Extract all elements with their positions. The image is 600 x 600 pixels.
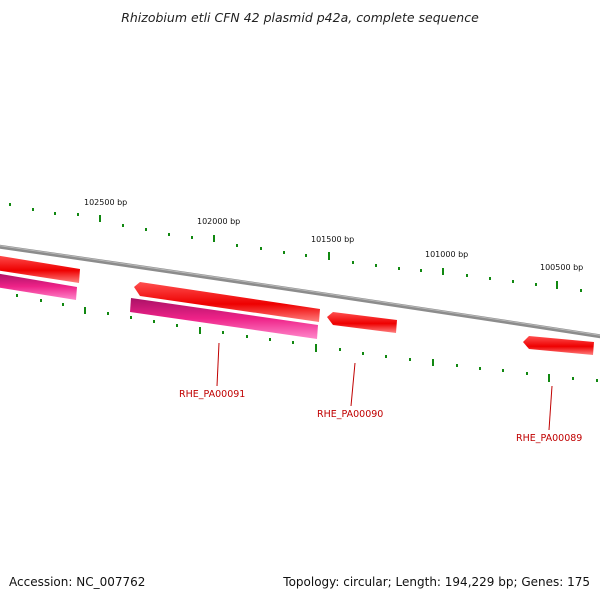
ruler-tick [466, 274, 468, 277]
ruler-tick [375, 264, 377, 267]
inner-ruler-tick [40, 299, 42, 302]
gene-feature-left[interactable] [0, 273, 77, 300]
inner-ruler-tick-major [432, 359, 434, 366]
ruler-tick-major [442, 268, 444, 275]
gene-label-rhe-pa00089[interactable]: RHE_PA00089 [516, 433, 582, 444]
ruler-label-101500: 101500 bp [311, 235, 354, 244]
sequence-stats-text: Topology: circular; Length: 194,229 bp; … [283, 575, 590, 589]
ruler-tick [9, 203, 11, 206]
ruler-label-100500: 100500 bp [540, 263, 583, 272]
inner-ruler-tick-major [315, 344, 317, 352]
inner-ruler-tick [222, 331, 224, 334]
ruler-tick [260, 247, 262, 250]
inner-ruler-tick [339, 348, 341, 351]
gene-label-rhe-pa00091[interactable]: RHE_PA00091 [179, 389, 245, 400]
cds-feature-rhe-pa00090[interactable] [327, 312, 397, 333]
inner-ruler-tick [246, 335, 248, 338]
cds-feature-rhe-pa00089[interactable] [523, 336, 594, 355]
ruler-tick [191, 236, 193, 239]
ruler-label-102500: 102500 bp [84, 198, 127, 207]
inner-ruler-tick-major [548, 374, 550, 382]
ruler-tick [145, 228, 147, 231]
ruler-tick [283, 251, 285, 254]
ruler-tick-major [328, 252, 330, 260]
inner-ruler-tick [526, 372, 528, 375]
inner-ruler-tick [409, 358, 411, 361]
ruler-tick [168, 233, 170, 236]
gene-label-rhe-pa00090[interactable]: RHE_PA00090 [317, 409, 383, 420]
inner-ruler-tick [107, 312, 109, 315]
ruler-tick [352, 261, 354, 264]
ruler-tick-major [556, 281, 558, 289]
leader-line-rhe-pa00091 [216, 342, 220, 387]
inner-ruler-tick [479, 367, 481, 370]
leader-line-rhe-pa00090 [350, 362, 356, 407]
ruler-label-102000: 102000 bp [197, 217, 240, 226]
leader-line-rhe-pa00089 [548, 385, 553, 431]
ruler-tick [305, 254, 307, 257]
inner-ruler-tick [456, 364, 458, 367]
inner-ruler-tick [153, 320, 155, 323]
inner-ruler-tick [572, 377, 574, 380]
inner-ruler-tick [362, 352, 364, 355]
ruler-tick [512, 280, 514, 283]
gene-feature-rhe-pa00091[interactable] [130, 298, 318, 339]
inner-ruler-tick-major [84, 307, 86, 314]
inner-ruler-tick [502, 369, 504, 372]
inner-ruler-tick [130, 316, 132, 319]
ruler-tick [122, 224, 124, 227]
inner-ruler-tick [292, 341, 294, 344]
ruler-tick [32, 208, 34, 211]
cds-feature-left[interactable] [0, 255, 80, 283]
outer-ruler [9, 203, 582, 292]
ruler-tick [54, 212, 56, 215]
inner-ruler [16, 294, 598, 382]
ruler-tick [420, 269, 422, 272]
inner-ruler-tick [385, 355, 387, 358]
accession-text: Accession: NC_007762 [9, 575, 146, 589]
ruler-tick [236, 244, 238, 247]
inner-ruler-tick [16, 294, 18, 297]
ruler-tick [489, 277, 491, 280]
ruler-tick-major [213, 235, 215, 242]
ruler-tick [77, 213, 79, 216]
ruler-tick [580, 289, 582, 292]
inner-ruler-tick-major [199, 327, 201, 334]
cds-feature-rhe-pa00091[interactable] [134, 282, 320, 322]
inner-ruler-tick [596, 379, 598, 382]
plasmid-backbone [0, 244, 600, 339]
inner-ruler-tick [62, 303, 64, 306]
ruler-label-101000: 101000 bp [425, 250, 468, 259]
inner-ruler-tick [269, 338, 271, 341]
inner-ruler-tick [176, 324, 178, 327]
ruler-tick [535, 283, 537, 286]
ruler-tick-major [99, 215, 101, 222]
ruler-tick [398, 267, 400, 270]
map-title: Rhizobium etli CFN 42 plasmid p42a, comp… [121, 10, 479, 25]
plasmid-backbone-highlight [0, 245, 600, 336]
